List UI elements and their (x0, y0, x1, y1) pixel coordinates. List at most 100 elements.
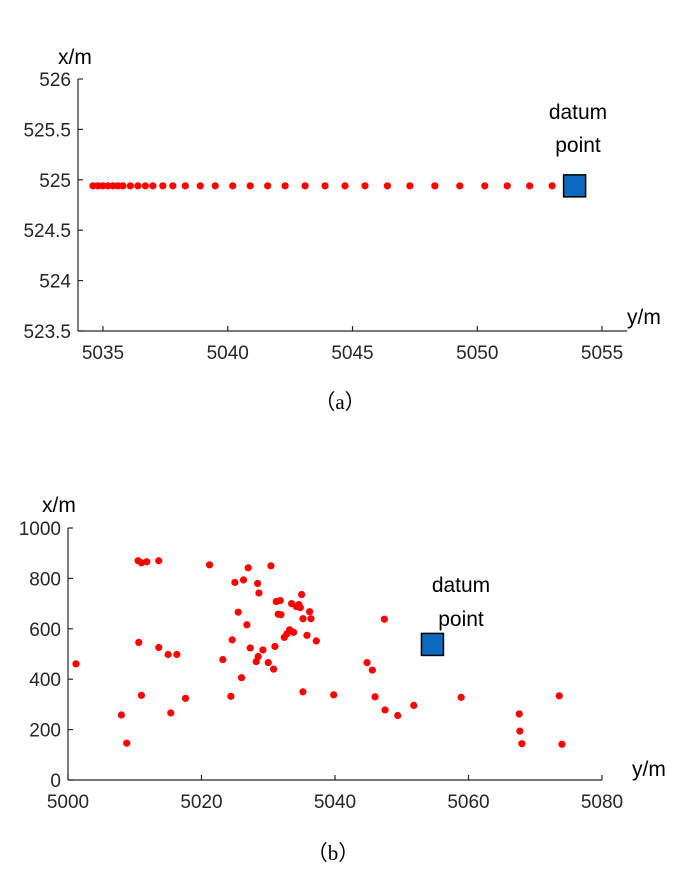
chart-b-data-point (276, 596, 284, 605)
chart-a-data-point (301, 182, 309, 190)
chart-b-data-point (381, 706, 389, 714)
chart-b-data-point (299, 688, 307, 696)
chart-b-y-axis-label: x/m (42, 494, 76, 517)
chart-b-x-tick-label: 5080 (581, 792, 623, 813)
chart-b-y-tick-label: 800 (29, 569, 61, 590)
chart-a-data-point (134, 182, 142, 190)
chart-b-y-tick-label: 0 (50, 771, 61, 792)
chart-b-data-point (267, 562, 275, 570)
chart-a-data-point (169, 182, 177, 190)
chart-a-data-point (89, 182, 97, 190)
chart-a-y-tick-label: 525 (39, 171, 71, 192)
chart-b-data-point (259, 646, 267, 654)
chart-b-data-point (515, 710, 523, 718)
chart-a-data-point (211, 182, 219, 190)
chart-b-data-point (137, 559, 146, 567)
chart-b-data-point (368, 666, 376, 674)
chart-b-data-point (155, 557, 163, 565)
chart-b-data-point (72, 660, 80, 668)
chart-a-y-tick-label: 524.5 (23, 221, 71, 242)
chart-a-data-point (149, 182, 157, 190)
chart-a-data-point (321, 182, 329, 190)
chart-b-data-point (239, 576, 248, 584)
chart-a-data-point (341, 182, 349, 190)
chart-a-data-point (229, 182, 237, 190)
chart-a-datum-label-line1: datum (549, 101, 607, 124)
chart-b-data-point (264, 658, 272, 667)
chart-a-data-point (181, 182, 189, 190)
chart-b-data-point (243, 621, 251, 629)
chart-a-datum-label-line2: point (555, 134, 601, 157)
chart-b-y-tick-label: 400 (29, 670, 61, 691)
chart-b-y-tick-label: 1000 (19, 519, 61, 540)
chart-a-data-point (119, 182, 127, 190)
chart-a-y-tick-label: 525.5 (23, 120, 71, 141)
chart-a-data-point (264, 182, 272, 190)
chart-a-datum-point-marker (562, 174, 587, 198)
chart-b-x-tick-label: 5000 (47, 792, 89, 813)
chart-b-data-point (363, 658, 371, 667)
chart-b-data-point (164, 650, 172, 659)
chart-b-x-tick-label: 5020 (180, 792, 222, 813)
chart-b: x/m y/m 0 200 400 600 800 1000 5000 5020 5040 506… (19, 494, 666, 865)
chart-b-data-point (181, 694, 190, 702)
chart-b-datum-point-marker (420, 632, 445, 657)
chart-a-x-tick-label: 5035 (82, 343, 124, 364)
chart-a-x-tick-label: 5045 (331, 343, 373, 364)
chart-a-data-point (431, 182, 439, 190)
chart-b-data-point (135, 638, 143, 647)
chart-b-y-tick-label: 600 (29, 620, 61, 641)
chart-a-data-point (383, 182, 392, 190)
chart-b-data-point (380, 615, 388, 623)
chart-b-data-point (143, 558, 151, 566)
chart-a-data-point (99, 182, 107, 190)
chart-b-data-point (518, 740, 526, 748)
chart-a-data-point (246, 182, 254, 190)
chart-a-data-point (114, 182, 122, 190)
chart-a-data-point (548, 182, 556, 190)
chart-b-data-point (167, 709, 175, 717)
chart-b-caption: （b） (307, 841, 360, 865)
chart-b-data-point (290, 628, 298, 636)
chart-a-data-point (109, 182, 117, 190)
chart-b-data-point (269, 665, 278, 673)
chart-b-data-point (516, 727, 524, 735)
chart-b-data-point (330, 691, 338, 699)
chart-b-data-point (237, 674, 246, 682)
chart-a-y-tick-label: 526 (39, 70, 71, 91)
chart-a-x-tick-label: 5055 (581, 343, 623, 364)
chart-a-x-tick-label: 5040 (207, 343, 249, 364)
chart-b-data-point (371, 693, 379, 701)
chart-a-data-point (361, 182, 369, 190)
chart-b-data-point (296, 604, 304, 612)
chart-a-y-tick-label: 523.5 (23, 322, 71, 343)
chart-b-data-point (234, 608, 242, 616)
chart-a-x-tick-label: 5050 (456, 343, 498, 364)
chart-b-data-point (137, 691, 146, 699)
chart-b-data-point (271, 642, 279, 651)
chart-a-data-point (526, 182, 534, 190)
chart-a-data-point (159, 182, 167, 190)
chart-a-y-tick-label: 524 (39, 272, 71, 293)
chart-b-data-point (155, 643, 163, 652)
chart-b-data-point (228, 636, 236, 644)
chart-a-data-point (126, 182, 135, 190)
chart-b-data-point (254, 652, 262, 661)
chart-a-data-point (406, 182, 414, 190)
chart-a-data-point (503, 182, 511, 190)
chart-a-caption: （a） (314, 390, 365, 414)
chart-b-data-point (306, 608, 314, 616)
chart-b-x-axis-label: y/m (632, 758, 666, 781)
chart-a-data-point (94, 182, 102, 190)
chart-a-data-point (281, 182, 289, 190)
chart-b-x-tick-label: 5060 (447, 792, 489, 813)
chart-a-data-point (104, 182, 112, 190)
chart-a-y-axis-label: x/m (58, 46, 92, 69)
chart-b-data-point (558, 740, 566, 748)
chart-b-data-point (205, 561, 214, 569)
chart-b-data-point (457, 693, 465, 701)
chart-b-y-tick-label: 200 (29, 721, 61, 742)
chart-b-data-point (255, 589, 263, 597)
chart-b-data-point (173, 650, 181, 659)
